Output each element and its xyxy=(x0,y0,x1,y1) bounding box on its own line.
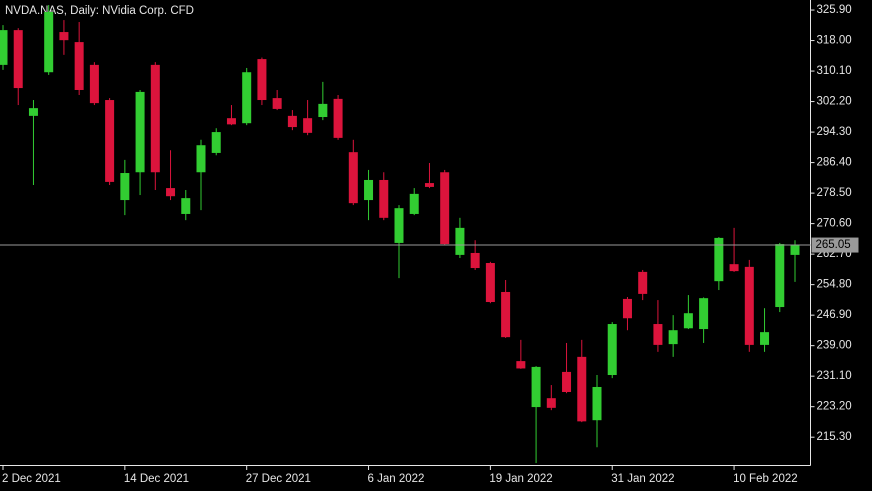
candle-body xyxy=(714,237,724,282)
x-tick-label: 27 Dec 2021 xyxy=(246,473,311,485)
y-tick-label: 270.60 xyxy=(817,218,852,230)
candle-body xyxy=(364,179,374,201)
candle-body xyxy=(394,208,404,243)
y-tick-label: 223.20 xyxy=(817,401,852,413)
y-tick-label: 302.20 xyxy=(817,96,852,108)
candle-body xyxy=(59,32,69,41)
candle-body xyxy=(668,330,678,345)
y-tick-label: 294.30 xyxy=(817,126,852,138)
candle-body xyxy=(318,103,328,118)
chart-title: NVDA.NAS, Daily: NVidia Corp. CFD xyxy=(5,5,194,17)
last-price-box xyxy=(811,237,859,253)
y-tick-label: 246.90 xyxy=(817,309,852,321)
candle-body xyxy=(790,245,800,255)
candle-body xyxy=(348,152,358,204)
x-tick-label: 10 Feb 2022 xyxy=(733,473,798,485)
candle-body xyxy=(699,298,709,330)
candle-body xyxy=(226,118,236,125)
candle-body xyxy=(638,271,648,294)
candle-body xyxy=(0,30,8,65)
candle-body xyxy=(653,324,663,345)
candle-body xyxy=(272,98,282,109)
candle-body xyxy=(531,366,541,408)
candle-body xyxy=(303,118,313,133)
candle-body xyxy=(287,115,297,128)
candle-body xyxy=(455,227,465,255)
y-tick-label: 325.90 xyxy=(817,4,852,16)
candle-body xyxy=(196,145,206,173)
candle-body xyxy=(501,291,511,338)
x-tick-label: 2 Dec 2021 xyxy=(2,473,61,485)
candle-body xyxy=(89,64,99,104)
candle-body xyxy=(562,371,572,393)
candle-body xyxy=(333,98,343,138)
candle-body xyxy=(424,183,434,187)
candle-body xyxy=(485,263,495,303)
last-price-label: 265.05 xyxy=(816,239,851,251)
candle-body xyxy=(409,193,419,214)
candle-body xyxy=(13,30,23,89)
x-tick-label: 19 Jan 2022 xyxy=(489,473,552,485)
candle-body xyxy=(74,42,84,90)
y-tick-label: 231.10 xyxy=(817,370,852,382)
candle-body xyxy=(120,173,130,201)
candle-body xyxy=(516,361,526,369)
y-tick-label: 254.80 xyxy=(817,279,852,291)
candle-body xyxy=(622,298,632,319)
candle-body xyxy=(744,266,754,345)
y-tick-label: 310.10 xyxy=(817,65,852,77)
y-tick-label: 318.00 xyxy=(817,35,852,47)
y-tick-label: 286.40 xyxy=(817,157,852,169)
candle-body xyxy=(28,108,38,116)
candle-body xyxy=(150,64,160,173)
candle-body xyxy=(577,356,587,422)
y-tick-label: 239.00 xyxy=(817,340,852,352)
candle-body xyxy=(592,386,602,421)
candle-body xyxy=(211,132,221,153)
y-tick-label: 215.30 xyxy=(817,431,852,443)
candle-body xyxy=(470,252,480,269)
candle-body xyxy=(440,172,450,245)
candle-body xyxy=(775,244,785,308)
candle-body xyxy=(135,91,145,173)
candle-body xyxy=(607,324,617,376)
candle-body xyxy=(257,59,267,101)
candle-body xyxy=(379,179,389,218)
candle-body xyxy=(105,100,115,182)
candle-body xyxy=(729,264,739,272)
candle-body xyxy=(44,11,54,73)
candle-body xyxy=(181,198,191,214)
candle-body xyxy=(760,332,770,345)
candle-body xyxy=(683,313,693,329)
y-tick-label: 278.50 xyxy=(817,187,852,199)
candle-body xyxy=(546,398,556,408)
candle-body xyxy=(166,188,176,197)
candle-body xyxy=(242,72,252,124)
x-tick-label: 31 Jan 2022 xyxy=(611,473,674,485)
x-tick-label: 14 Dec 2021 xyxy=(124,473,189,485)
x-tick-label: 6 Jan 2022 xyxy=(368,473,425,485)
